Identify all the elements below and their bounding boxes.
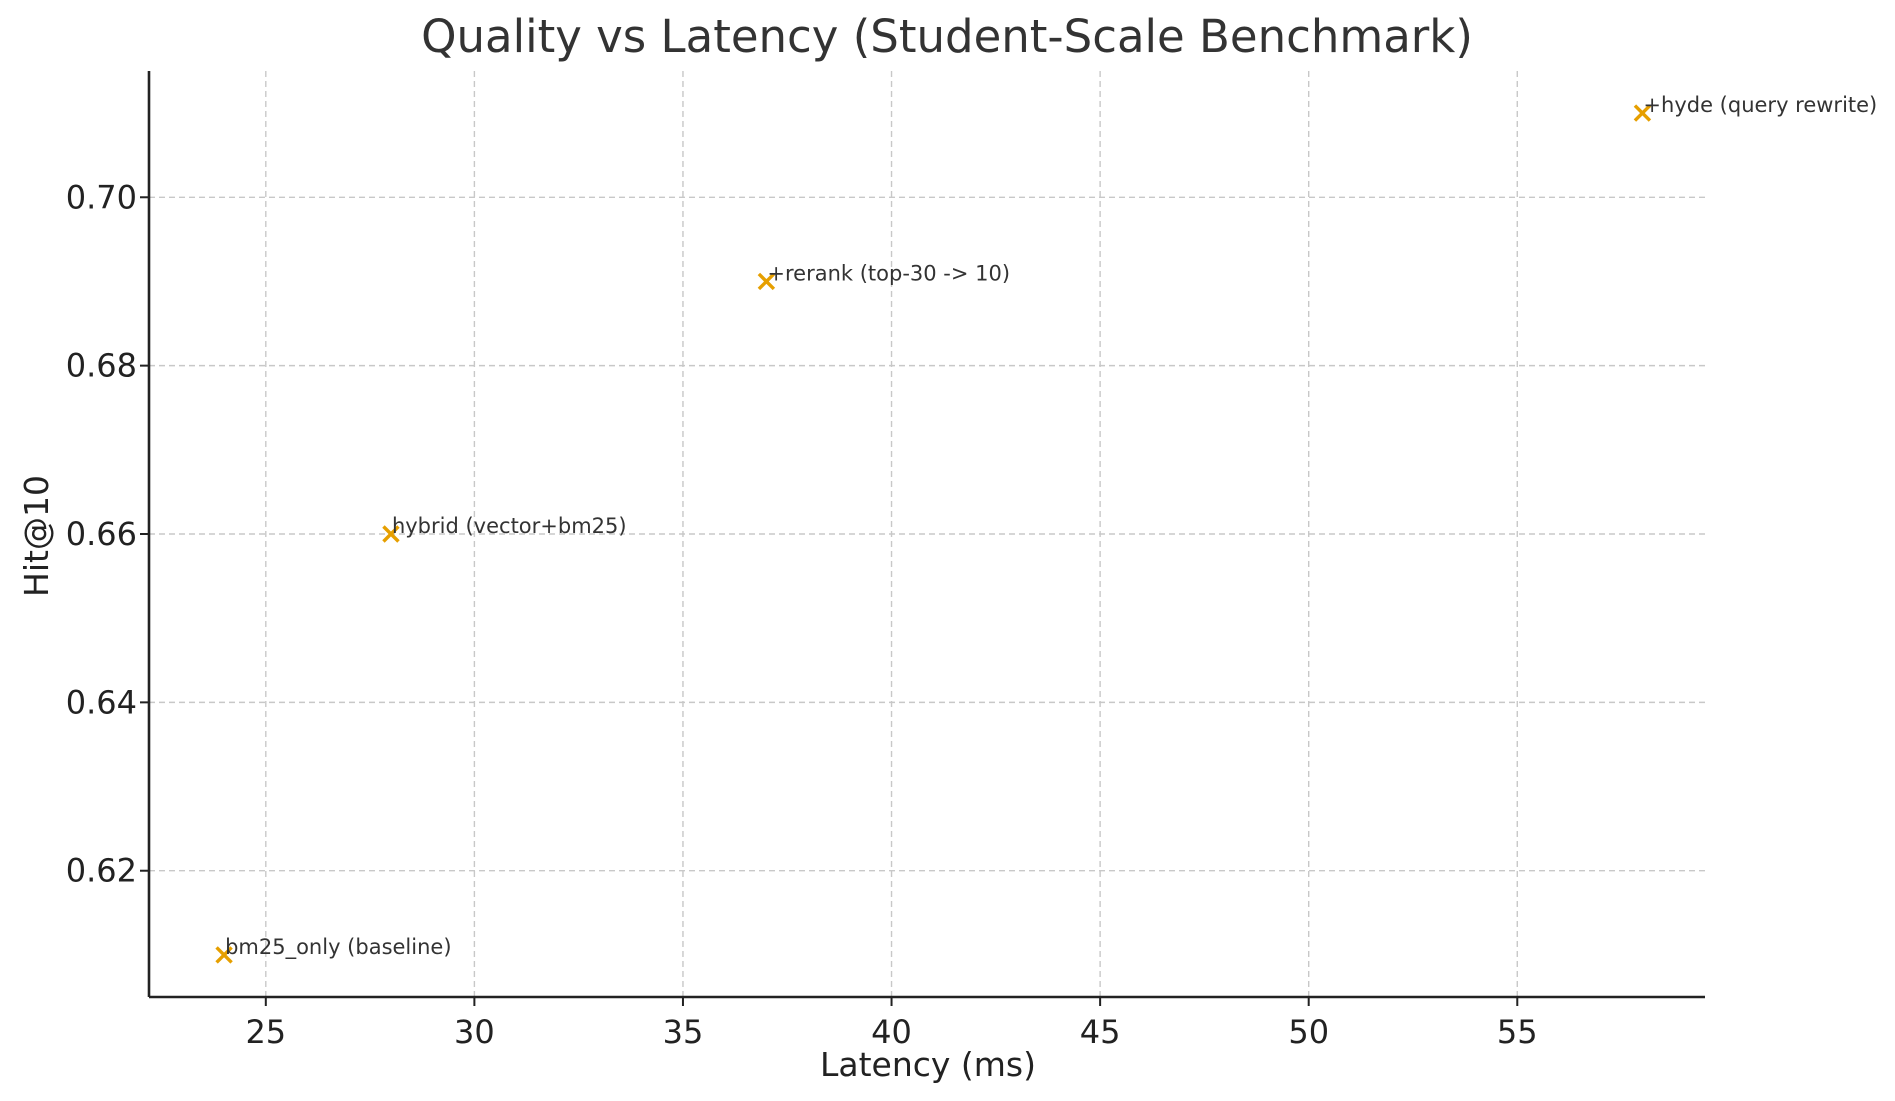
x-axis-label: Latency (ms) xyxy=(820,1045,1036,1084)
y-tick-label-1: 0.64 xyxy=(66,683,137,721)
x-tick-label-3: 40 xyxy=(871,1013,912,1051)
scatter-point-3: +hyde (query rewrite) xyxy=(1633,93,1877,122)
point-label-3: +hyde (query rewrite) xyxy=(1643,93,1877,117)
y-tick-label-0: 0.62 xyxy=(66,852,137,890)
x-tick-label-1: 30 xyxy=(454,1013,495,1051)
point-label-0: bm25_only (baseline) xyxy=(225,935,451,960)
x-tick-label-0: 25 xyxy=(245,1013,286,1051)
x-marker-stroke-b xyxy=(215,946,233,964)
point-label-1: hybrid (vector+bm25) xyxy=(392,514,627,538)
y-axis-label: Hit@10 xyxy=(17,475,56,597)
scatter-point-0: bm25_only (baseline) xyxy=(215,935,452,964)
x-tick-label-2: 35 xyxy=(663,1013,704,1051)
y-tick-label-4: 0.70 xyxy=(66,178,137,216)
y-tick-label-3: 0.68 xyxy=(66,347,137,385)
x-tick-label-5: 50 xyxy=(1288,1013,1329,1051)
ticks: 25 30 35 40 45 50 55 0.62 0.64 0.66 0.68 0.70 xyxy=(66,178,1538,1051)
point-label-2: +rerank (top-30 -> 10) xyxy=(767,261,1010,285)
data-points: bm25_only (baseline) hybrid (vector+bm25)… xyxy=(215,93,1877,964)
x-tick-label-6: 55 xyxy=(1497,1013,1538,1051)
scatter-point-1: hybrid (vector+bm25) xyxy=(382,514,627,543)
x-marker-stroke-b xyxy=(757,272,776,291)
grid xyxy=(149,71,1705,997)
x-tick-label-4: 45 xyxy=(1080,1013,1121,1051)
x-marker-stroke-b xyxy=(382,525,400,543)
x-marker-stroke-b xyxy=(1633,104,1652,122)
y-tick-label-2: 0.66 xyxy=(66,515,137,553)
scatter-point-2: +rerank (top-30 -> 10) xyxy=(757,261,1010,291)
chart-title: Quality vs Latency (Student-Scale Benchm… xyxy=(421,10,1473,63)
